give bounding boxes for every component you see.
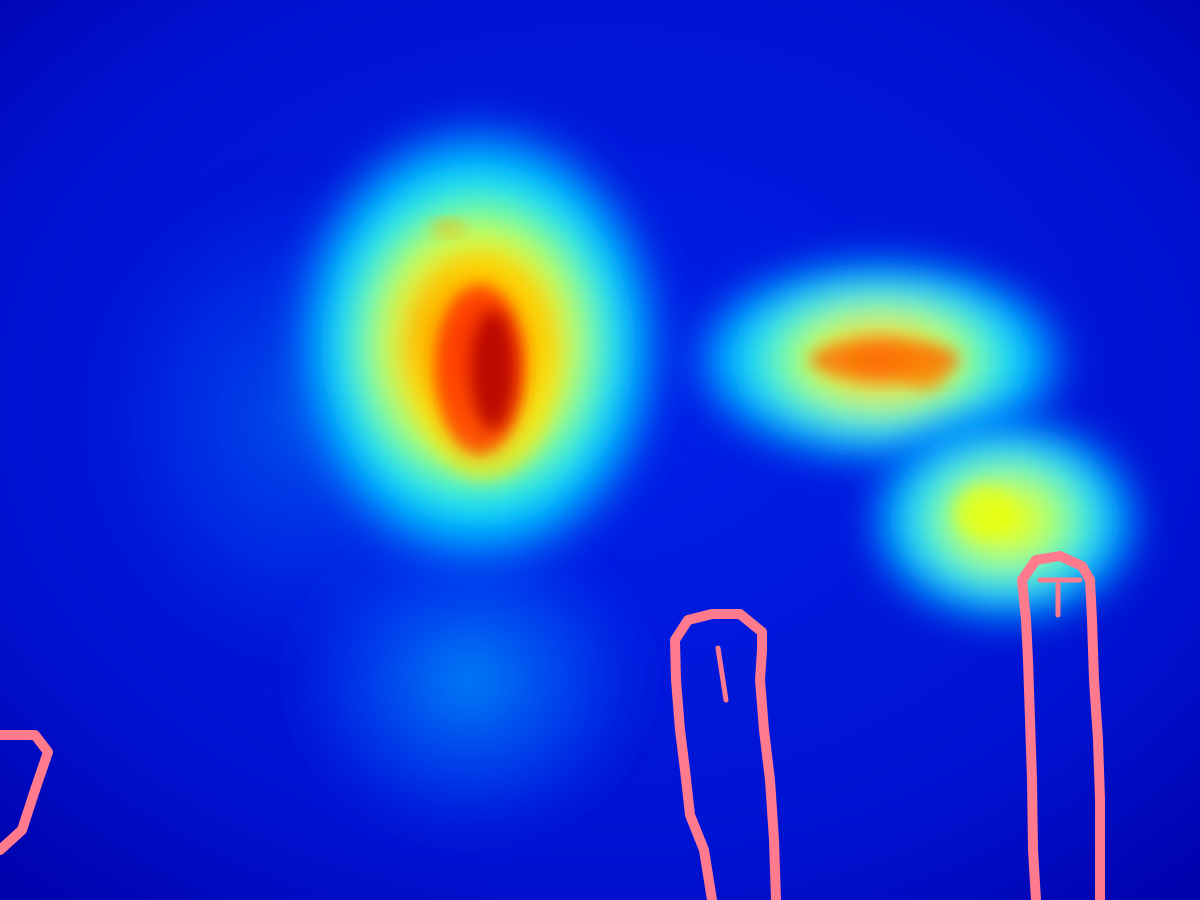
outline-middle-post-inner — [715, 645, 729, 703]
hotspot-left — [278, 105, 678, 585]
outline-right-post-inner — [1037, 577, 1083, 618]
outline-right-post — [1017, 551, 1105, 900]
outline-middle-post — [670, 609, 781, 900]
hotspot-right-lower — [860, 410, 1150, 630]
outline-left-partial — [0, 730, 53, 855]
